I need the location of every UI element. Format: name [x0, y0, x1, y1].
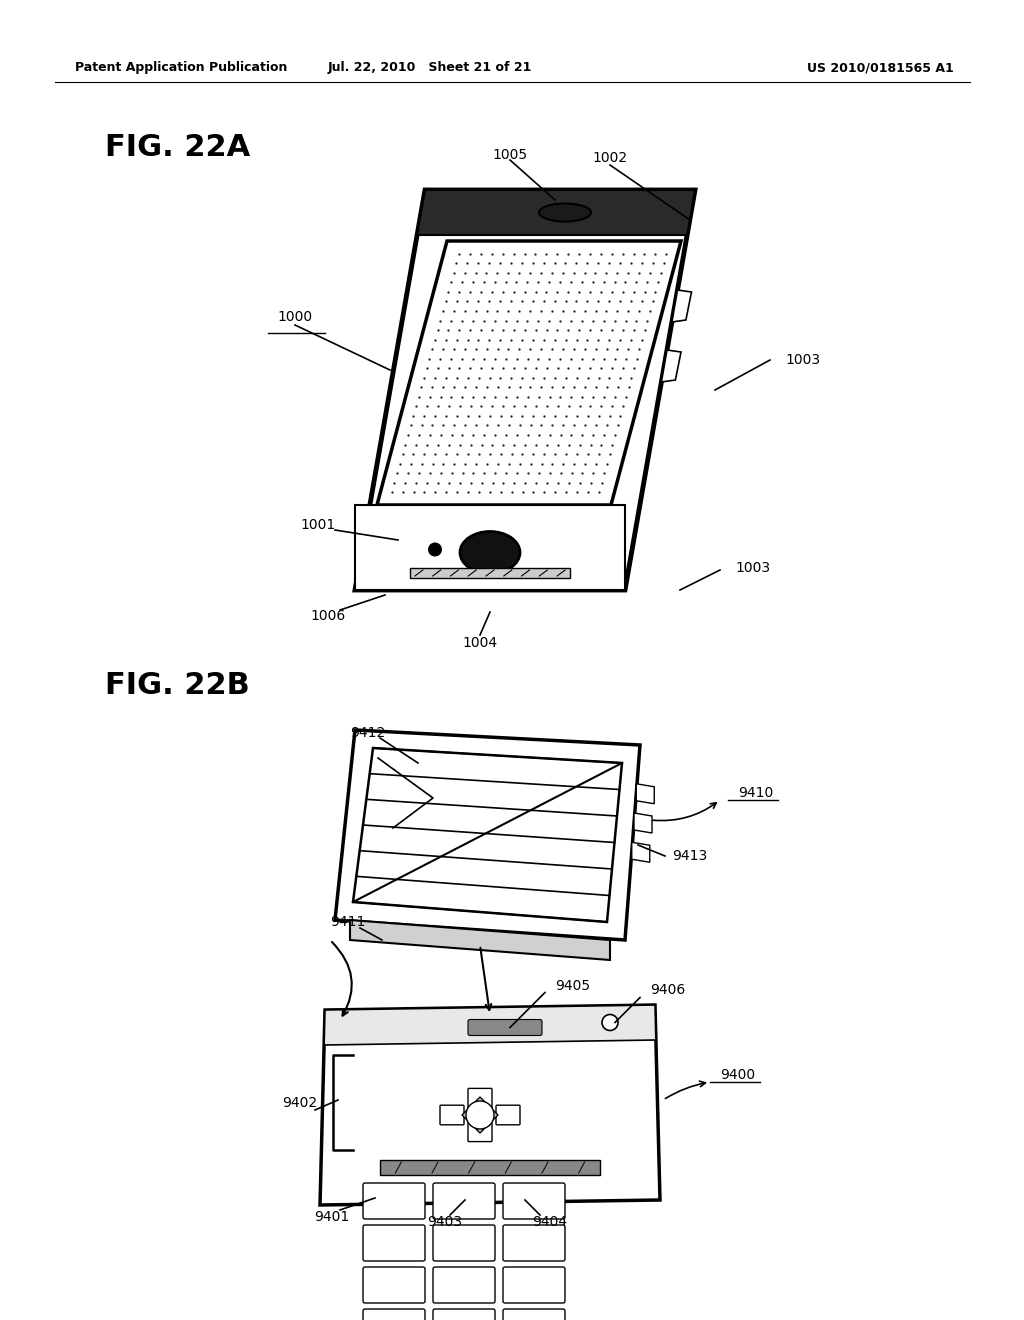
- Text: 1003: 1003: [785, 352, 820, 367]
- FancyBboxPatch shape: [362, 1267, 425, 1303]
- Polygon shape: [319, 1005, 660, 1205]
- Polygon shape: [355, 190, 695, 590]
- Circle shape: [602, 1015, 618, 1031]
- Polygon shape: [634, 813, 652, 833]
- FancyBboxPatch shape: [503, 1309, 565, 1320]
- Polygon shape: [462, 1097, 498, 1133]
- Text: 9410: 9410: [738, 785, 773, 800]
- FancyBboxPatch shape: [433, 1183, 495, 1218]
- Text: 9400: 9400: [720, 1068, 755, 1082]
- FancyBboxPatch shape: [468, 1089, 492, 1107]
- Circle shape: [428, 543, 442, 557]
- FancyBboxPatch shape: [362, 1309, 425, 1320]
- Polygon shape: [377, 242, 681, 506]
- FancyBboxPatch shape: [433, 1267, 495, 1303]
- Polygon shape: [335, 730, 640, 940]
- Polygon shape: [636, 784, 654, 804]
- FancyBboxPatch shape: [362, 1183, 425, 1218]
- Text: 9412: 9412: [350, 726, 386, 741]
- Text: 9411: 9411: [331, 915, 366, 929]
- Text: 9405: 9405: [555, 978, 590, 993]
- Polygon shape: [410, 568, 570, 578]
- FancyBboxPatch shape: [433, 1309, 495, 1320]
- Text: 1005: 1005: [493, 148, 527, 162]
- FancyBboxPatch shape: [503, 1267, 565, 1303]
- FancyBboxPatch shape: [503, 1225, 565, 1261]
- Polygon shape: [350, 920, 610, 960]
- Polygon shape: [662, 350, 681, 381]
- FancyBboxPatch shape: [496, 1105, 520, 1125]
- Polygon shape: [380, 1160, 600, 1175]
- FancyBboxPatch shape: [468, 1019, 542, 1035]
- Text: Patent Application Publication: Patent Application Publication: [75, 62, 288, 74]
- Ellipse shape: [460, 532, 520, 573]
- Polygon shape: [353, 748, 622, 921]
- Text: 1000: 1000: [278, 310, 312, 323]
- Text: FIG. 22B: FIG. 22B: [105, 671, 250, 700]
- Polygon shape: [632, 842, 650, 862]
- Text: 9406: 9406: [650, 983, 685, 998]
- Text: 1001: 1001: [300, 517, 336, 532]
- FancyBboxPatch shape: [433, 1225, 495, 1261]
- Text: 9401: 9401: [314, 1210, 349, 1224]
- Text: 9403: 9403: [427, 1214, 463, 1229]
- Text: FIG. 22A: FIG. 22A: [105, 133, 250, 162]
- Polygon shape: [325, 1005, 656, 1045]
- Text: Jul. 22, 2010   Sheet 21 of 21: Jul. 22, 2010 Sheet 21 of 21: [328, 62, 532, 74]
- Polygon shape: [417, 190, 695, 235]
- Text: 1003: 1003: [735, 561, 770, 576]
- Text: 9413: 9413: [672, 849, 708, 863]
- FancyBboxPatch shape: [440, 1105, 464, 1125]
- Polygon shape: [355, 506, 625, 590]
- FancyBboxPatch shape: [503, 1183, 565, 1218]
- Polygon shape: [672, 290, 691, 322]
- FancyBboxPatch shape: [468, 1122, 492, 1142]
- Circle shape: [466, 1101, 494, 1129]
- Text: 9404: 9404: [532, 1214, 567, 1229]
- Ellipse shape: [539, 203, 591, 222]
- Text: 9402: 9402: [283, 1096, 317, 1110]
- Text: US 2010/0181565 A1: US 2010/0181565 A1: [807, 62, 953, 74]
- Text: 1006: 1006: [310, 609, 346, 623]
- Text: 1002: 1002: [593, 150, 628, 165]
- Text: 1004: 1004: [463, 636, 498, 649]
- FancyBboxPatch shape: [362, 1225, 425, 1261]
